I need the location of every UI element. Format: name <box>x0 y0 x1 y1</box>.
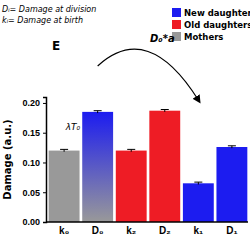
x-tick: D₂ <box>159 222 171 236</box>
error-cap <box>161 109 169 110</box>
y-axis-line <box>43 98 47 223</box>
error-cap <box>94 110 102 111</box>
y-tick-label: 0.05 <box>22 188 40 198</box>
x-tick: k₂ <box>126 222 136 236</box>
x-tick-label: D₂ <box>159 225 171 236</box>
bars <box>49 110 248 223</box>
error-cap <box>127 149 135 150</box>
x-tick-label: k₂ <box>126 225 136 236</box>
title: E <box>52 39 60 53</box>
legend-swatch <box>172 20 181 29</box>
error-cap <box>194 182 202 183</box>
x-axis-line <box>46 221 248 223</box>
legend-swatch <box>172 8 181 17</box>
x-tick: D₁ <box>226 222 237 236</box>
bar <box>216 147 247 222</box>
chart: 0.00 0.05 0.10 0.15 0.20 k₀ D₀ k₂ D₂ k₁ D₁ Damage (… <box>0 0 250 239</box>
y-tick-label: 0.15 <box>22 128 40 138</box>
x-tick: k₀ <box>59 222 69 236</box>
annotation: λT₀ <box>65 122 81 132</box>
annotation: D₀*a <box>150 33 175 44</box>
bar <box>116 151 147 222</box>
x-tick-label: D₁ <box>226 225 237 236</box>
error-bar <box>161 110 169 112</box>
error-cap <box>228 145 236 146</box>
x-tick: k₁ <box>193 222 203 236</box>
error-bar <box>228 146 236 148</box>
y-axis-title: Damage (a.u.) <box>2 119 13 199</box>
legend-label: New daughters <box>184 8 250 18</box>
legend-label: Mothers <box>184 32 223 42</box>
error-bar <box>60 149 68 151</box>
y-tick-label: 0.20 <box>22 98 40 108</box>
error-bar <box>127 149 135 151</box>
bar <box>183 183 214 222</box>
y-tick-mark <box>43 192 46 193</box>
x-tick-label: k₁ <box>193 225 203 236</box>
error-bar <box>94 111 102 113</box>
arrow <box>98 49 199 100</box>
y-tick-label: 0.10 <box>22 158 40 168</box>
y-tick: 0.05 <box>22 188 46 198</box>
y-tick: 0.15 <box>22 128 46 138</box>
bar <box>49 151 80 222</box>
x-tick-label: D₀ <box>92 225 104 236</box>
y-tick-label: 0.00 <box>22 217 40 227</box>
legend: New daughters Old daughters Mothers <box>172 8 250 42</box>
y-tick-mark <box>43 162 46 163</box>
bar <box>149 111 180 222</box>
y-tick-mark <box>43 222 46 223</box>
bar <box>82 112 113 222</box>
legend-label: Old daughters <box>184 20 250 30</box>
y-tick: 0.00 <box>22 217 46 227</box>
y-tick: 0.10 <box>22 158 46 168</box>
x-tick: D₀ <box>92 222 104 236</box>
x-tick-label: k₀ <box>59 225 69 236</box>
y-tick-mark <box>43 133 46 134</box>
y-axis: 0.00 0.05 0.10 0.15 0.20 <box>22 98 46 228</box>
annotation: kᵢ= Damage at birth <box>2 16 83 25</box>
error-bar <box>194 182 202 184</box>
error-cap <box>60 149 68 150</box>
x-axis: k₀ D₀ k₂ D₂ k₁ D₁ <box>46 222 248 236</box>
y-tick-mark <box>43 103 46 104</box>
y-tick: 0.20 <box>22 98 46 108</box>
annotation: Dᵢ= Damage at division <box>2 5 96 14</box>
